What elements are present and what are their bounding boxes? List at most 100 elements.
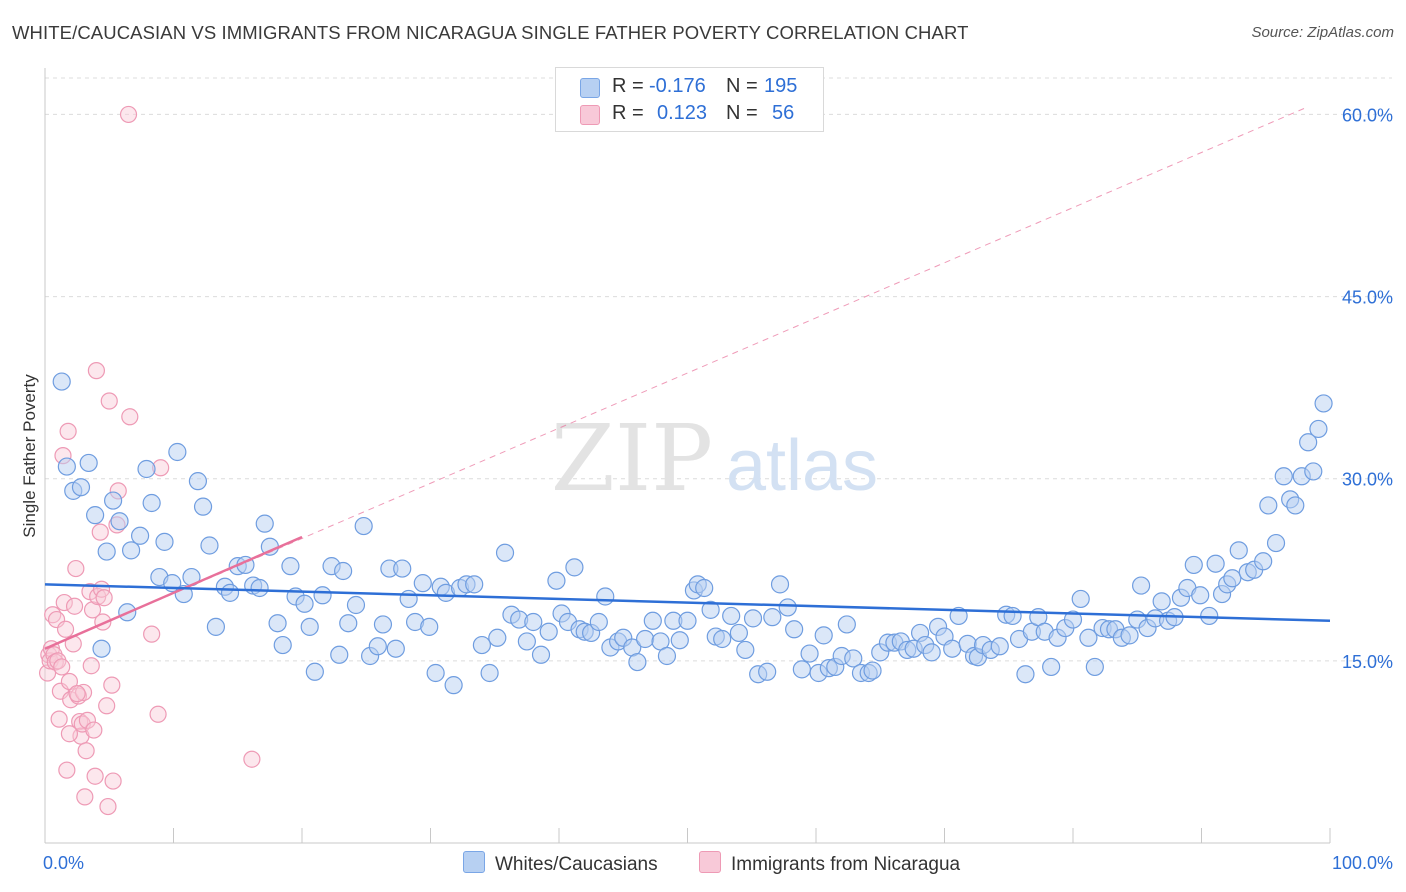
correlation-legend: R = -0.176 N = 195 R = 0.123 N = 56 <box>555 67 824 132</box>
white-point <box>1042 657 1061 677</box>
white-point <box>220 583 240 602</box>
nicaragua-point <box>91 523 109 541</box>
white-point <box>589 612 608 632</box>
white-point <box>413 574 432 593</box>
white-point <box>373 615 393 634</box>
white-point <box>1120 626 1139 645</box>
white-point <box>1191 586 1210 605</box>
white-point <box>524 612 543 632</box>
white-point <box>678 611 697 630</box>
white-point <box>1314 394 1333 413</box>
chart-title: WHITE/CAUCASIAN VS IMMIGRANTS FROM NICAR… <box>12 22 969 43</box>
white-point <box>531 645 551 664</box>
white-point <box>1085 657 1104 677</box>
white-point <box>517 632 536 651</box>
legend-n-value-white: 195 <box>764 75 798 97</box>
white-point <box>193 497 213 516</box>
nicaragua-point <box>58 761 76 779</box>
legend-swatch-nicaragua <box>580 105 600 125</box>
white-point <box>792 660 811 679</box>
white-point <box>736 640 755 660</box>
white-point <box>137 459 156 479</box>
bottom-legend-label-nicaragua: Immigrants from Nicaragua <box>731 854 961 875</box>
nicaragua-point <box>67 559 85 578</box>
legend-n-value-nicaragua: 56 <box>772 102 795 124</box>
white-point <box>1299 433 1318 452</box>
white-point <box>420 617 439 636</box>
nicaragua-point <box>56 620 75 638</box>
bottom-legend-swatch-white <box>463 851 485 873</box>
white-point <box>168 442 187 462</box>
white-point <box>1071 589 1090 609</box>
nicaragua-point <box>74 683 93 702</box>
white-point <box>495 543 515 562</box>
x-tick-label-min: 0.0% <box>43 853 84 873</box>
white-point <box>393 559 412 578</box>
white-point <box>785 620 804 639</box>
nicaragua-trend-extended <box>44 107 1305 650</box>
white-point <box>758 662 777 681</box>
white-point <box>596 587 615 606</box>
white-point <box>844 649 863 668</box>
white-point <box>743 609 763 628</box>
white-point <box>188 472 208 491</box>
white-point <box>273 635 292 655</box>
bottom-legend-swatch-nicaragua <box>699 851 721 873</box>
white-point <box>643 611 662 630</box>
white-point <box>268 614 287 633</box>
white-point <box>863 661 882 680</box>
white-point <box>206 617 226 636</box>
white-point <box>339 614 358 633</box>
white-point <box>1266 533 1286 553</box>
y-axis-label: Single Father Poverty <box>20 374 39 538</box>
white-point <box>1304 462 1323 481</box>
watermark-atlas: atlas <box>726 426 878 506</box>
white-point <box>281 557 300 576</box>
white-point <box>71 478 91 497</box>
white-point <box>330 645 349 664</box>
white-point <box>1229 541 1248 560</box>
white-point <box>334 561 353 581</box>
y-tick-label: 45.0% <box>1342 288 1393 308</box>
trend-lines <box>44 107 1331 650</box>
series-white-points <box>52 372 1333 695</box>
white-point <box>313 586 332 605</box>
legend-r-label: R = <box>612 102 644 124</box>
white-point <box>79 453 98 473</box>
axes <box>44 68 1331 844</box>
white-point <box>255 514 274 533</box>
white-point <box>250 578 269 598</box>
white-point <box>346 595 366 615</box>
white-point <box>922 643 941 662</box>
white-point <box>368 637 387 656</box>
nicaragua-point <box>104 772 122 790</box>
legend-r-value-nicaragua: 0.123 <box>657 102 708 124</box>
nicaragua-point <box>78 711 97 729</box>
nicaragua-point <box>65 597 84 615</box>
nicaragua-point <box>60 725 79 743</box>
white-point <box>1223 569 1242 588</box>
watermark: ZIP atlas <box>551 405 878 512</box>
white-point <box>465 575 484 594</box>
x-tick-label-max: 100.0% <box>1332 853 1393 873</box>
nicaragua-point <box>100 392 118 410</box>
legend-n-label: N = <box>726 75 758 97</box>
white-point <box>295 594 314 613</box>
white-point <box>480 663 499 683</box>
nicaragua-point <box>99 797 117 816</box>
white-point <box>426 663 445 683</box>
bottom-legend-label-white: Whites/Caucasians <box>495 854 658 875</box>
nicaragua-point <box>103 676 121 694</box>
nicaragua-point <box>98 697 116 715</box>
white-point <box>155 532 174 551</box>
nicaragua-point <box>243 750 261 768</box>
source-label: Source: ZipAtlas.com <box>1251 24 1394 41</box>
white-point <box>444 676 463 695</box>
white-point <box>1286 496 1305 515</box>
white-point <box>657 646 677 666</box>
white-point <box>130 526 150 545</box>
legend-r-value-white: -0.176 <box>649 75 706 97</box>
white-point <box>729 623 749 643</box>
white-point <box>97 542 116 561</box>
nicaragua-point <box>149 705 167 723</box>
